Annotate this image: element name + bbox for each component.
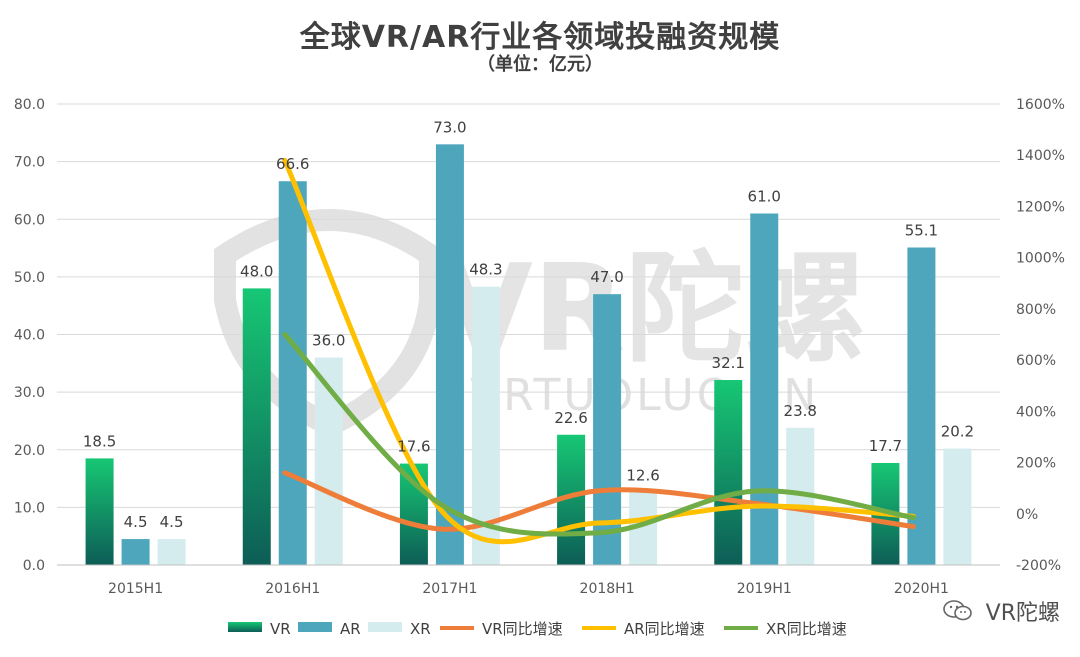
bar-ar <box>750 213 779 566</box>
bar-vr <box>399 463 428 565</box>
chart-title: 全球VR/AR行业各领域投融资规模 <box>299 20 781 55</box>
data-label: 12.6 <box>626 466 659 484</box>
y-right-tick-label: 800% <box>1016 302 1056 318</box>
legend: VR AR XR VR同比增速 AR同比增速 XR同比增速 <box>228 620 847 638</box>
x-tick-label: 2016H1 <box>265 581 320 597</box>
axes-group: 0.0 10.0 20.0 30.0 40.0 50.0 60.0 70.0 80.0 -200%… <box>14 97 1065 597</box>
bar-ar <box>278 181 307 565</box>
bar-vr <box>242 288 271 565</box>
legend-swatch <box>228 622 262 632</box>
y-left-tick-label: 40.0 <box>14 328 45 344</box>
data-label: 22.6 <box>554 409 587 427</box>
grid-lines <box>57 103 1000 566</box>
bar-ar <box>435 144 464 565</box>
chart-subtitle: （单位：亿元） <box>477 54 603 75</box>
y-left-tick-label: 60.0 <box>14 212 45 228</box>
watermark-text: VR陀螺 <box>440 240 865 379</box>
y-left-tick-label: 80.0 <box>14 97 45 113</box>
x-tick-label: 2020H1 <box>894 581 949 597</box>
legend-swatch <box>368 622 402 632</box>
data-label: 55.1 <box>905 221 938 239</box>
legend-label: AR <box>340 620 361 638</box>
legend-label: XR同比增速 <box>766 620 847 638</box>
bar-ar <box>121 539 150 565</box>
brand-name: VR陀螺 <box>985 601 1060 626</box>
x-tick-label: 2017H1 <box>422 581 477 597</box>
bar-vr <box>85 458 114 565</box>
y-left-tick-label: 30.0 <box>14 385 45 401</box>
data-label: 73.0 <box>433 118 466 136</box>
data-label: 48.0 <box>240 262 273 280</box>
x-tick-label: 2019H1 <box>737 581 792 597</box>
data-label: 18.5 <box>83 432 116 450</box>
y-right-tick-label: -200% <box>1016 558 1061 574</box>
data-label: 23.8 <box>784 402 817 420</box>
line-VR同比增速 <box>282 470 916 532</box>
bar-xr <box>314 357 343 565</box>
y-right-tick-label: 600% <box>1016 353 1056 369</box>
bar-xr <box>943 448 972 565</box>
legend-label: VR <box>270 620 291 638</box>
data-label: 17.7 <box>869 437 902 455</box>
y-left-tick-label: 0.0 <box>23 558 45 574</box>
data-label: 20.2 <box>941 423 974 441</box>
data-label: 61.0 <box>748 187 781 205</box>
wechat-icon <box>942 599 973 629</box>
brand-logo: VR陀螺 <box>942 595 1060 629</box>
data-label: 66.6 <box>276 155 309 173</box>
data-label: 47.0 <box>590 268 623 286</box>
y-right-tick-label: 200% <box>1016 456 1056 472</box>
legend-label: VR同比增速 <box>482 620 563 638</box>
y-right-tick-label: 400% <box>1016 404 1056 420</box>
data-label: 36.0 <box>312 332 345 350</box>
y-right-tick-label: 1400% <box>1016 148 1065 164</box>
y-right-tick-label: 1000% <box>1016 251 1065 267</box>
legend-label: AR同比增速 <box>624 620 705 638</box>
legend-swatch <box>298 622 332 632</box>
x-tick-label: 2015H1 <box>108 581 163 597</box>
y-left-tick-label: 50.0 <box>14 270 45 286</box>
y-left-tick-label: 10.0 <box>14 500 45 516</box>
bar-xr <box>157 539 186 565</box>
y-right-tick-label: 1200% <box>1016 199 1065 215</box>
legend-label: XR <box>410 620 431 638</box>
y-right-tick-label: 1600% <box>1016 97 1065 113</box>
bar-vr <box>714 380 743 565</box>
bar-ar <box>907 247 936 565</box>
line-AR同比增速 <box>282 157 916 545</box>
data-label: 4.5 <box>160 513 184 531</box>
data-label: 17.6 <box>397 438 430 456</box>
data-label: 32.1 <box>712 354 745 372</box>
growth-lines-group <box>282 157 916 545</box>
line-XR同比增速 <box>282 332 916 537</box>
x-tick-label: 2018H1 <box>580 581 635 597</box>
data-label: 4.5 <box>124 513 148 531</box>
data-labels-group: 18.5 48.0 17.6 22.6 32.1 17.7 4.5 66.6 73.0 47.0 6… <box>83 118 974 531</box>
data-label: 48.3 <box>469 261 502 279</box>
y-right-tick-label: 0% <box>1016 507 1038 523</box>
y-left-tick-label: 70.0 <box>14 155 45 171</box>
y-left-tick-label: 20.0 <box>14 443 45 459</box>
